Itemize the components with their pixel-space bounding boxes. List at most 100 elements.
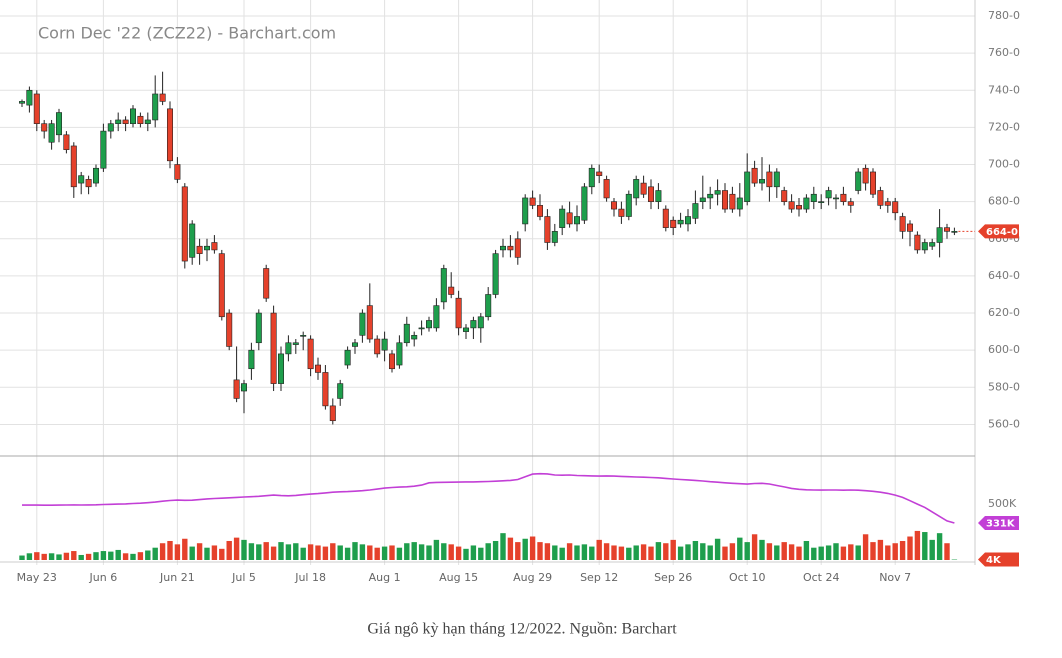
candle-body xyxy=(870,172,875,194)
x-tick-label: Jul 18 xyxy=(294,571,326,584)
y-tick-label: 620-0 xyxy=(988,306,1020,319)
candle-body xyxy=(730,194,735,209)
candle-body xyxy=(700,198,705,202)
candle-body xyxy=(330,406,335,421)
candle-body xyxy=(819,202,824,203)
volume-bar xyxy=(441,543,446,560)
candle-body xyxy=(604,179,609,198)
candle-body xyxy=(582,187,587,220)
volume-bar xyxy=(278,542,283,560)
volume-bar xyxy=(419,544,424,560)
volume-bar xyxy=(574,545,579,560)
volume-bar xyxy=(819,547,824,560)
volume-bar xyxy=(301,548,306,560)
volume-bar xyxy=(271,547,276,560)
candle-body xyxy=(367,306,372,339)
candle-body xyxy=(190,224,195,257)
volume-bar xyxy=(434,540,439,560)
volume-bar xyxy=(375,548,380,560)
candle-body xyxy=(64,135,69,150)
candle-body xyxy=(241,384,246,391)
volume-bar xyxy=(315,545,320,560)
candle-body xyxy=(138,116,143,123)
volume-bar xyxy=(108,552,113,560)
volume-bar xyxy=(582,544,587,560)
volume-bar xyxy=(648,547,653,560)
candle-body xyxy=(508,246,513,250)
volume-bar xyxy=(537,542,542,560)
candle-body xyxy=(545,217,550,243)
candle-body xyxy=(841,194,846,201)
candle-body xyxy=(530,198,535,205)
volume-bar xyxy=(449,544,454,560)
candle-body xyxy=(693,204,698,219)
candle-body xyxy=(338,384,343,399)
x-tick-label: Aug 15 xyxy=(439,571,478,584)
volume-bar xyxy=(700,543,705,560)
candle-body xyxy=(145,120,150,124)
volume-bar xyxy=(345,548,350,560)
candle-body xyxy=(278,354,283,384)
candle-body xyxy=(264,268,269,298)
volume-bar xyxy=(93,552,98,560)
y-tick-label: 640-0 xyxy=(988,269,1020,282)
volume-bar xyxy=(804,541,809,560)
volume-bar xyxy=(634,545,639,560)
candle-body xyxy=(537,205,542,216)
volume-bar xyxy=(759,540,764,560)
volume-bar xyxy=(730,543,735,560)
candle-body xyxy=(308,339,313,369)
candle-body xyxy=(352,343,357,347)
volume-bar xyxy=(841,547,846,560)
volume-bar xyxy=(175,544,180,560)
volume-bar xyxy=(360,544,365,560)
candle-body xyxy=(597,172,602,176)
candle-body xyxy=(774,172,779,187)
volume-bar xyxy=(101,551,106,560)
candle-body xyxy=(471,320,476,327)
volume-bar xyxy=(256,544,261,560)
volume-bar xyxy=(241,540,246,560)
candle-body xyxy=(49,124,54,143)
volume-bar xyxy=(944,543,949,560)
volume-bar xyxy=(471,545,476,560)
candle-body xyxy=(715,191,720,195)
candle-body xyxy=(249,350,254,369)
candle-body xyxy=(101,131,106,168)
candle-body xyxy=(219,254,224,317)
volume-bar xyxy=(567,543,572,560)
volume-label: 4K xyxy=(986,555,1002,566)
candle-body xyxy=(856,172,861,191)
candle-body xyxy=(634,179,639,198)
candle-body xyxy=(678,220,683,224)
volume-bar xyxy=(367,545,372,560)
candle-body xyxy=(952,231,957,232)
candle-body xyxy=(286,343,291,354)
x-tick-label: Aug 29 xyxy=(513,571,552,584)
volume-bar xyxy=(870,542,875,560)
candle-body xyxy=(345,350,350,365)
volume-bar xyxy=(737,538,742,560)
volume-bar xyxy=(426,545,431,560)
candle-body xyxy=(796,205,801,209)
candle-body xyxy=(722,191,727,210)
volume-bar xyxy=(338,545,343,560)
candle-body xyxy=(108,124,113,131)
candle-body xyxy=(574,217,579,224)
volume-bar xyxy=(560,548,565,560)
y-tick-label: 700-0 xyxy=(988,158,1020,171)
candle-body xyxy=(478,317,483,328)
candle-body xyxy=(759,179,764,183)
volume-bar xyxy=(212,545,217,560)
volume-bar xyxy=(508,538,513,560)
volume-bar xyxy=(597,540,602,560)
volume-bar xyxy=(678,547,683,560)
candle-body xyxy=(153,94,158,120)
candle-body xyxy=(375,339,380,354)
candle-body xyxy=(671,220,676,227)
y-tick-label: 780-0 xyxy=(988,9,1020,22)
x-tick-label: Oct 24 xyxy=(803,571,840,584)
volume-bar xyxy=(382,547,387,560)
volume-bar xyxy=(922,532,927,560)
